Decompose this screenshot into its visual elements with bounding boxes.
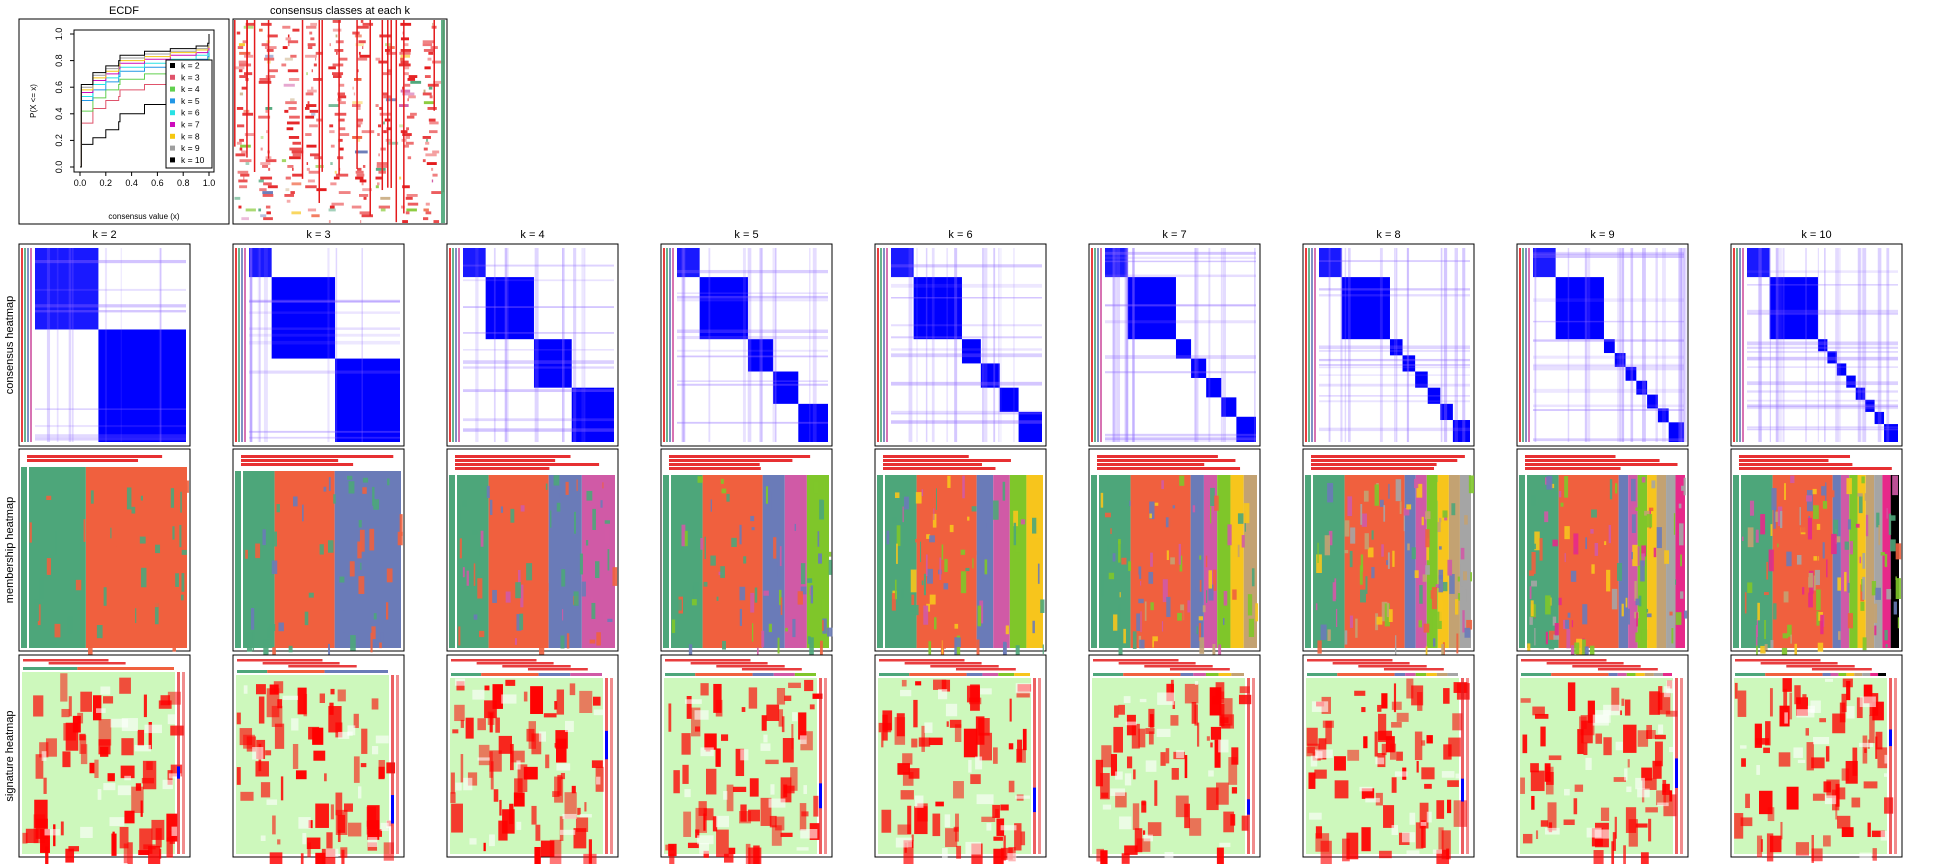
ecdf-panel: ECDF 0.0 0.2 0.4 0.6 0.8 1.0 0.0 0.2 0.4 0.6 0.8 1.… xyxy=(18,5,230,225)
membership-heatmap-k9 xyxy=(1516,448,1689,670)
k-columns: k = 2 k = 3 k = 4 k = 5 k = 6 k = 7 k = 8 k = 9… xyxy=(18,229,1903,864)
k-label: k = 6 xyxy=(948,229,972,241)
membership-heatmap-k10 xyxy=(1730,448,1903,668)
ecdf-legend-label: k = 5 xyxy=(181,96,200,106)
ecdf-legend-label: k = 4 xyxy=(181,84,200,94)
ecdf-legend-swatch xyxy=(170,63,175,68)
k-column-6: k = 6 xyxy=(874,229,1047,864)
ecdf-legend-label: k = 2 xyxy=(181,61,200,71)
ecdf-xtick: 0.2 xyxy=(100,178,113,188)
ecdf-legend-swatch xyxy=(170,74,175,80)
ecdf-legend-swatch xyxy=(170,86,175,92)
k-column-9: k = 9 xyxy=(1516,229,1689,864)
ecdf-series-k10 xyxy=(80,34,210,168)
ecdf-legend-label: k = 9 xyxy=(181,143,200,153)
k-label: k = 4 xyxy=(520,229,544,241)
ecdf-xtick: 1.0 xyxy=(203,178,216,188)
k-column-10: k = 10 xyxy=(1730,229,1903,863)
ecdf-ytick: 0.4 xyxy=(54,108,64,121)
k-label: k = 10 xyxy=(1801,229,1831,241)
ecdf-legend-label: k = 6 xyxy=(181,108,200,118)
ecdf-xtick: 0.6 xyxy=(151,178,164,188)
ecdf-xlabel: consensus value (x) xyxy=(108,212,179,221)
ecdf-ytick: 1.0 xyxy=(54,28,64,41)
ecdf-ytick: 0.0 xyxy=(54,161,64,174)
ecdf-legend-swatch xyxy=(170,157,175,163)
k-column-3: k = 3 xyxy=(232,229,405,864)
ecdf-legend-swatch xyxy=(170,98,175,104)
k-label: k = 8 xyxy=(1376,229,1400,241)
signature-heatmap-k4 xyxy=(446,654,619,864)
k-label: k = 2 xyxy=(92,229,116,241)
membership-heatmap-k3 xyxy=(232,448,405,664)
ecdf-plot-area xyxy=(73,29,215,173)
ecdf-lines xyxy=(80,34,210,168)
row-label-consensus: consensus heatmap xyxy=(4,296,16,394)
row-label-membership: membership heatmap xyxy=(4,497,16,603)
k-column-7: k = 7 xyxy=(1088,229,1261,864)
consensus-heatmap-k3 xyxy=(232,243,405,447)
membership-heatmap-k2 xyxy=(18,448,191,663)
consensus-heatmap-k7 xyxy=(1088,243,1261,447)
classes-title: consensus classes at each k xyxy=(270,5,411,17)
k-label: k = 7 xyxy=(1162,229,1186,241)
ecdf-legend-label: k = 8 xyxy=(181,131,200,141)
k-label: k = 3 xyxy=(306,229,330,241)
signature-heatmap-k8 xyxy=(1302,654,1475,864)
k-column-2: k = 2 xyxy=(18,229,191,864)
row-label-signature: signature heatmap xyxy=(4,710,16,801)
consensus-heatmap-k4 xyxy=(446,243,619,447)
consensus-heatmap-k9 xyxy=(1516,243,1689,447)
k-column-8: k = 8 xyxy=(1302,229,1475,864)
ecdf-ylabel: P(X <= x) xyxy=(29,84,38,118)
membership-heatmap-k6 xyxy=(874,448,1047,668)
k-column-5: k = 5 xyxy=(660,229,833,864)
ecdf-legend-swatch xyxy=(170,133,175,139)
ecdf-xtick: 0.4 xyxy=(125,178,138,188)
membership-heatmap-k7 xyxy=(1088,448,1261,666)
ecdf-legend-swatch xyxy=(170,110,175,116)
classes-heatmap xyxy=(234,20,445,223)
k-label: k = 5 xyxy=(734,229,758,241)
membership-heatmap-k5 xyxy=(660,448,833,671)
signature-heatmap-k5 xyxy=(660,654,833,864)
ecdf-title: ECDF xyxy=(109,5,139,17)
signature-heatmap-k2 xyxy=(18,654,191,864)
ecdf-ytick: 0.6 xyxy=(54,81,64,94)
ecdf-legend-label: k = 3 xyxy=(181,72,200,82)
membership-heatmap-k4 xyxy=(446,448,619,666)
ecdf-legend-label: k = 7 xyxy=(181,120,200,130)
membership-heatmap-k8 xyxy=(1302,448,1475,667)
consensus-heatmap-k6 xyxy=(874,243,1047,447)
signature-heatmap-k3 xyxy=(232,654,405,864)
classes-panel: consensus classes at each k xyxy=(232,5,448,225)
ecdf-ticks: 0.0 0.2 0.4 0.6 0.8 1.0 0.0 0.2 0.4 0.6 0.8 1.0 xyxy=(54,28,215,188)
ecdf-ytick: 0.8 xyxy=(54,54,64,67)
ecdf-ytick: 0.2 xyxy=(54,134,64,147)
consensus-heatmap-k8 xyxy=(1302,243,1475,447)
ecdf-legend-swatch xyxy=(170,145,175,151)
ecdf-legend-label: k = 10 xyxy=(181,155,205,165)
consensus-heatmap-k10 xyxy=(1730,243,1903,447)
signature-heatmap-k6 xyxy=(874,654,1047,864)
k-column-4: k = 4 xyxy=(446,229,619,864)
signature-heatmap-k9 xyxy=(1516,654,1689,864)
consensus-heatmap-k5 xyxy=(660,243,833,447)
ecdf-xtick: 0.8 xyxy=(177,178,190,188)
ecdf-legend: k = 2k = 3 k = 4 k = 5 k = 6 k = 7k = 8 k = 9… xyxy=(165,59,213,169)
consensus-heatmap-k2 xyxy=(18,243,191,447)
signature-heatmap-k10 xyxy=(1730,654,1903,863)
k-label: k = 9 xyxy=(1590,229,1614,241)
ecdf-xtick: 0.0 xyxy=(74,178,87,188)
signature-heatmap-k7 xyxy=(1088,654,1261,864)
ecdf-legend-swatch xyxy=(170,122,175,127)
